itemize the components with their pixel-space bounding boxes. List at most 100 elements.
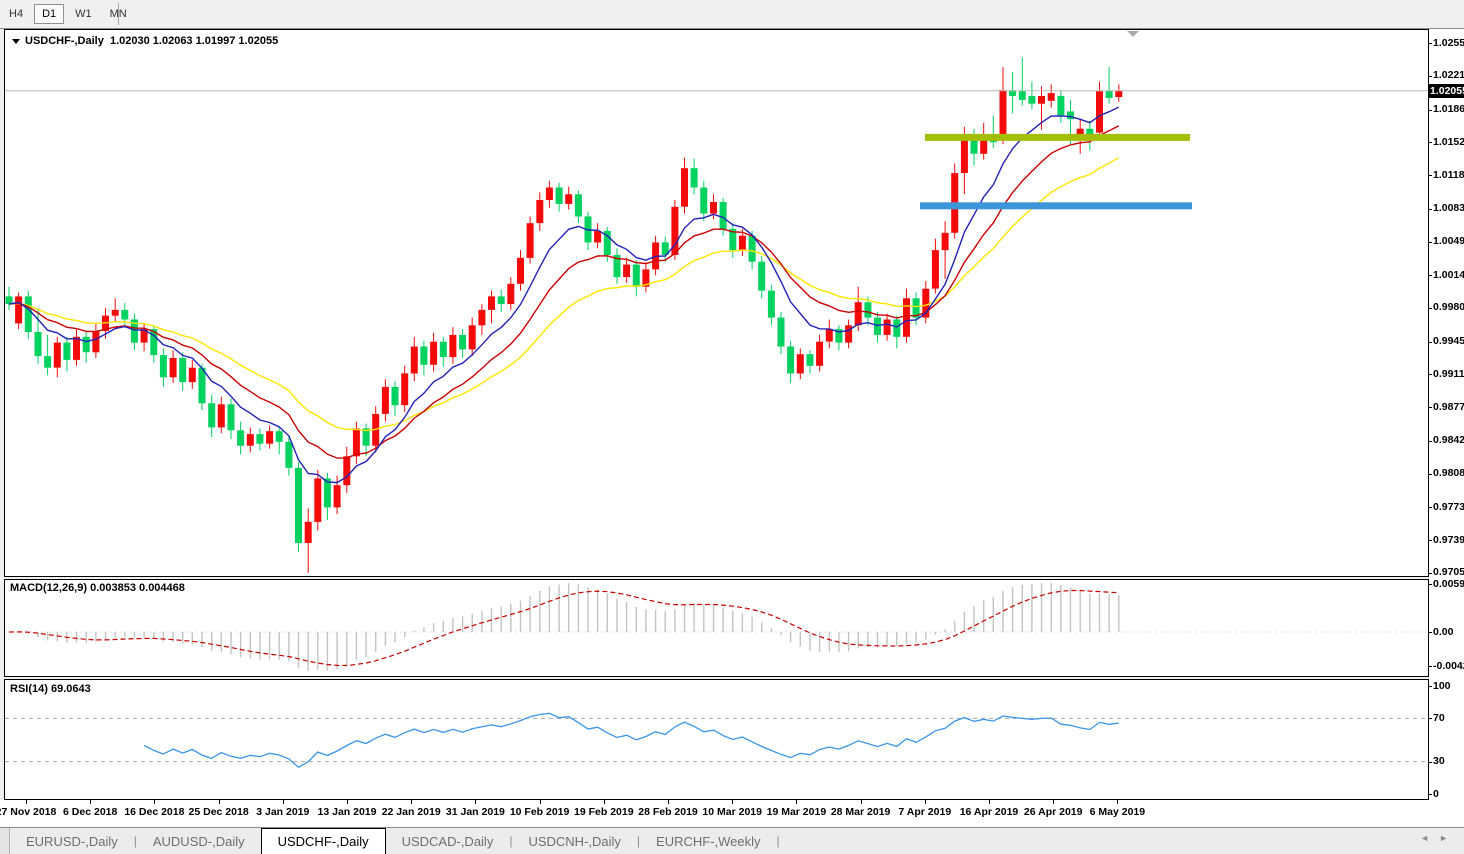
timeframe-button-h4[interactable]: H4 <box>9 8 24 20</box>
price-axis-label-tick <box>1428 142 1432 144</box>
price-axis-label: 1.01860 <box>1433 103 1464 115</box>
price-axis[interactable] <box>1429 29 1464 800</box>
price-axis-label-tick <box>1428 374 1432 376</box>
scroll-left-icon[interactable]: ◄ <box>1420 833 1440 843</box>
date-tick <box>603 800 605 804</box>
rsi-label: RSI(14) 69.0643 <box>10 683 91 695</box>
date-axis-label: 10 Mar 2019 <box>702 806 762 818</box>
price-axis-label-tick <box>1428 407 1432 409</box>
macd-axis-label: 0.00597 <box>1433 577 1464 590</box>
date-tick <box>475 800 477 804</box>
price-axis-label-tick <box>1428 307 1432 309</box>
symbol-tab-audusd[interactable]: AUDUSD-,Daily <box>152 833 245 849</box>
date-tick <box>218 800 220 804</box>
rsi-axis-label: 100 <box>1433 679 1451 692</box>
toolbar-separator <box>118 3 119 25</box>
date-axis-label: 16 Dec 2018 <box>124 806 185 818</box>
timeframe-button-w1[interactable]: W1 <box>75 8 92 20</box>
price-axis-label-tick <box>1428 440 1432 442</box>
date-axis-label: 19 Feb 2019 <box>574 806 634 818</box>
date-tick <box>154 800 156 804</box>
date-axis[interactable] <box>0 800 1464 827</box>
date-tick <box>989 800 990 804</box>
macd-axis-label-tick <box>1428 666 1432 667</box>
date-axis-label: 27 Nov 2018 <box>0 806 57 818</box>
date-tick <box>1053 800 1055 804</box>
date-axis-label: 6 May 2019 <box>1089 806 1146 818</box>
tab-separator: | <box>776 834 780 848</box>
rsi-axis-label-tick <box>1428 686 1432 687</box>
price-axis-label-tick <box>1428 208 1432 210</box>
rsi-axis-label: 30 <box>1433 755 1445 768</box>
date-tick <box>26 800 27 804</box>
rsi-axis-label: 0 <box>1433 787 1439 800</box>
price-axis-label-tick <box>1428 507 1432 509</box>
price-axis-label-tick <box>1428 75 1432 77</box>
date-tick <box>668 800 669 804</box>
price-axis-label-tick <box>1428 241 1432 243</box>
date-tick <box>347 800 348 804</box>
date-axis-label: 10 Feb 2019 <box>509 806 570 818</box>
date-axis-label: 6 Dec 2018 <box>63 806 118 818</box>
date-axis-label: 31 Jan 2019 <box>445 806 505 818</box>
scroll-right-icon[interactable]: ► <box>1439 833 1458 843</box>
price-axis-label: 1.01520 <box>1433 135 1464 148</box>
symbol-tab-bar: EURUSD-,Daily | AUDUSD-,Daily USDCHF-,Daily… <box>0 827 1464 854</box>
chart-symbol-label: USDCHF-,Daily <box>25 35 104 47</box>
tab-separator: | <box>133 834 137 848</box>
symbol-dropdown-icon[interactable] <box>12 38 20 44</box>
price-axis-label-tick <box>1428 473 1432 475</box>
date-axis-label: 28 Feb 2019 <box>638 806 698 818</box>
date-axis-label: 7 Apr 2019 <box>898 806 952 818</box>
price-axis-label-tick <box>1428 275 1432 277</box>
rsi-pane[interactable] <box>4 679 1429 800</box>
date-axis-label: 25 Dec 2018 <box>188 806 249 818</box>
tab-scroll-arrows[interactable]: ◄► <box>1420 833 1458 843</box>
symbol-tab-usdchf[interactable]: USDCHF-,Daily <box>260 828 386 854</box>
date-tick <box>860 800 862 804</box>
price-axis-label-tick <box>1428 572 1432 574</box>
date-tick <box>539 800 541 804</box>
tab-separator: | <box>509 834 513 848</box>
price-axis-label-tick <box>1428 341 1432 343</box>
symbol-tab-usdcad[interactable]: USDCAD-,Daily <box>401 833 494 849</box>
macd-axis-label: -0.004243 <box>1433 659 1464 672</box>
chart-ohlc-values: 1.02030 1.02063 1.01997 1.02055 <box>109 35 279 47</box>
date-tick <box>924 800 926 804</box>
date-axis-label: 26 Apr 2019 <box>1023 806 1083 818</box>
date-tick <box>1117 800 1119 804</box>
rsi-axis-label-tick <box>1428 794 1432 795</box>
tab-separator: | <box>636 834 641 848</box>
price-axis-label-tick <box>1428 175 1432 176</box>
date-axis-label: 19 Mar 2019 <box>766 806 827 818</box>
price-axis-label: 1.02550 <box>1433 36 1464 49</box>
date-axis-label: 28 Mar 2019 <box>830 806 891 818</box>
current-price-tag: 1.02055 <box>1428 83 1464 98</box>
timeframe-button-d1[interactable]: D1 <box>34 4 65 24</box>
date-axis-label: 16 Apr 2019 <box>959 806 1019 818</box>
price-chart-pane[interactable] <box>4 29 1429 577</box>
rsi-axis-label-tick <box>1428 718 1432 720</box>
symbol-tab-eurchf[interactable]: EURCHF-,Weekly <box>656 833 761 849</box>
macd-pane[interactable] <box>4 579 1429 677</box>
rsi-axis-label: 70 <box>1433 711 1445 724</box>
symbol-tab-eurusd[interactable]: EURUSD-,Daily <box>26 833 118 849</box>
price-axis-label: 1.00490 <box>1433 235 1464 247</box>
symbol-tab-usdcnh[interactable]: USDCNH-,Daily <box>528 833 621 849</box>
chart-title: USDCHF-,Daily 1.02030 1.02063 1.01997 1.… <box>12 35 278 47</box>
price-axis-label: 1.00830 <box>1433 202 1464 215</box>
tab-bar-stub <box>0 828 10 854</box>
date-tick <box>796 800 798 804</box>
chart-shift-marker-icon[interactable] <box>1127 31 1139 37</box>
price-axis-label-tick <box>1428 43 1432 44</box>
macd-axis-label: 0.00 <box>1433 625 1454 638</box>
